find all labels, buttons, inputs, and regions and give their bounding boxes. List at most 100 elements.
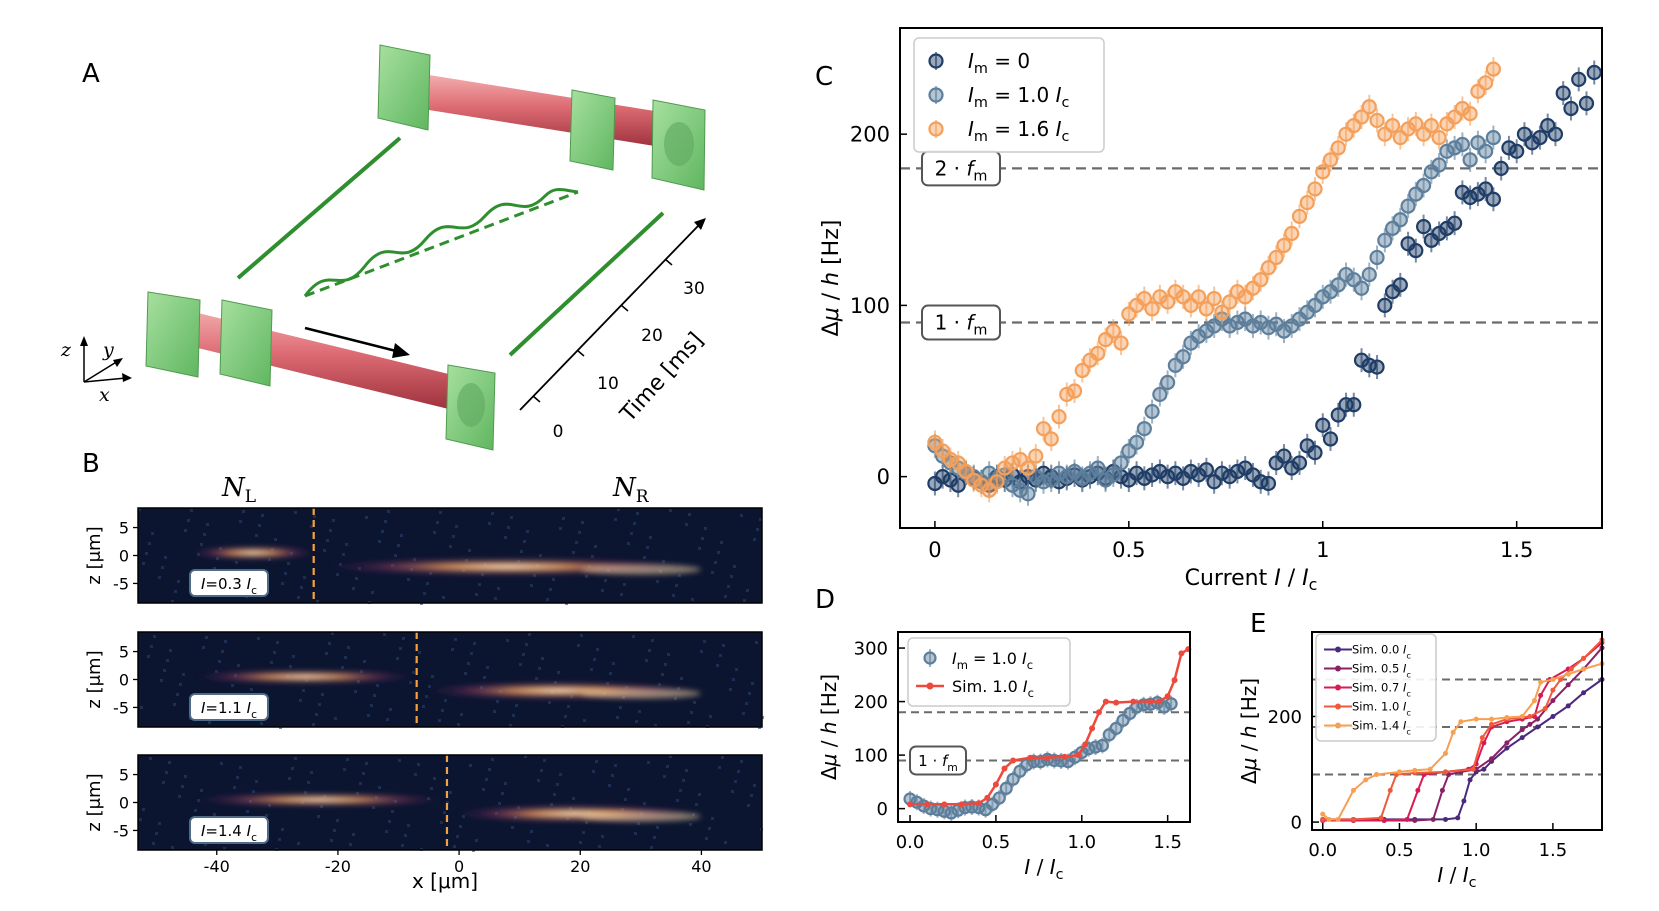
image-noise-2-142 <box>246 810 249 813</box>
time-axis-head <box>694 218 706 230</box>
plot-frame <box>1311 631 1603 831</box>
image-noise-1-110 <box>231 684 234 687</box>
image-noise-1-66 <box>331 632 334 635</box>
series-1-point-24 <box>1113 455 1129 471</box>
image-x-tick-label-4: 40 <box>691 857 711 876</box>
image-noise-2-18 <box>698 793 701 796</box>
image-noise-1-127 <box>632 635 635 638</box>
image-noise-2-57 <box>737 770 740 773</box>
series-2-point-72 <box>1485 61 1502 77</box>
series-0-point-83 <box>1571 71 1587 87</box>
image-noise-0-49 <box>523 540 526 543</box>
y-axis-label: Δμ / h [Hz] <box>817 674 841 780</box>
legend-marker-0 <box>1335 646 1341 653</box>
image-noise-2-12 <box>740 760 743 763</box>
y-tick-label-1: 100 <box>854 746 888 767</box>
image-noise-0-154 <box>724 595 727 598</box>
image-noise-1-41 <box>402 637 405 640</box>
image-noise-2-17 <box>601 835 604 838</box>
image-noise-1-145 <box>506 639 509 642</box>
image-noise-0-94 <box>520 550 523 553</box>
series-3-point-16 <box>1581 655 1587 661</box>
series-1-point-10 <box>1504 740 1510 746</box>
image-noise-1-137 <box>354 690 357 693</box>
image-y-label-1: z [μm] <box>84 650 105 708</box>
image-noise-2-50 <box>682 779 685 782</box>
image-noise-2-54 <box>446 801 449 804</box>
panel-label-a: A <box>82 59 100 89</box>
current-arrow-head <box>392 343 410 358</box>
image-noise-2-132 <box>524 755 527 758</box>
series-2-point-16 <box>1051 409 1067 425</box>
image-noise-2-31 <box>711 817 714 820</box>
series-0-point-37 <box>1157 700 1171 714</box>
image-y-label-2: z [μm] <box>84 773 105 831</box>
image-noise-2-114 <box>650 846 653 849</box>
current-label-1: I=1.1 Ic​ <box>201 699 257 721</box>
image-noise-0-111 <box>297 596 300 599</box>
image-noise-1-70 <box>719 654 722 657</box>
image-noise-0-63 <box>633 522 636 525</box>
image-noise-1-68 <box>525 643 528 646</box>
series-0-point-16 <box>1581 690 1587 696</box>
legend-label-4: Sim. 1.4 Ic​ <box>1352 719 1411 737</box>
image-noise-0-108 <box>630 532 633 535</box>
image-y-tick-label-0-0: 5 <box>119 519 129 538</box>
image-panel-2: 5 0 -5 z [μm] I=1.4 Ic​ <box>84 754 763 852</box>
image-noise-1-140 <box>645 659 648 662</box>
chart-d: 0.0 0.5 1.0 1.5 0 100 200 300 I / Ic​ Δμ / h [Hz]… <box>817 631 1192 883</box>
series-0-point-73 <box>1493 160 1509 177</box>
image-noise-1-23 <box>528 633 531 636</box>
image-noise-1-105 <box>370 704 373 707</box>
image-noise-2-129 <box>233 786 236 789</box>
series-0-point-57 <box>1369 359 1385 375</box>
image-noise-2-93 <box>485 778 488 781</box>
image-noise-2-9 <box>449 791 452 794</box>
image-noise-2-62 <box>598 845 601 848</box>
image-noise-0-102 <box>672 594 675 597</box>
series-1-point-10 <box>1004 477 1021 493</box>
image-noise-1-125 <box>438 719 441 722</box>
y-axis-label: Δμ / h [Hz] <box>1237 678 1261 784</box>
image-noise-0-50 <box>620 593 623 596</box>
image-noise-0-71 <box>161 566 164 569</box>
series-0-point-67 <box>1447 215 1463 231</box>
left-cloud-1 <box>186 669 423 684</box>
image-noise-2-46 <box>294 757 297 760</box>
series-1-point-21 <box>1090 460 1106 476</box>
series-1-point-60 <box>1392 212 1408 228</box>
series-3-point-15 <box>1568 666 1574 672</box>
image-noise-0-9 <box>387 510 390 513</box>
image-noise-2-96 <box>152 842 155 845</box>
series-1-point-42 <box>1253 314 1269 331</box>
image-noise-1-5 <box>654 724 657 727</box>
series-1-point-4 <box>975 800 982 807</box>
legend-label-1: Im​ = 1.0 Ic​ <box>968 83 1069 111</box>
series-2-point-27 <box>1136 290 1152 307</box>
image-noise-1-100 <box>509 724 512 727</box>
image-noise-1-27 <box>292 655 295 658</box>
image-noise-1-134 <box>687 721 690 724</box>
image-noise-1-133 <box>590 668 593 671</box>
series-1-point-9 <box>1027 754 1034 761</box>
image-noise-2-152 <box>592 770 595 773</box>
legend-box <box>907 637 1071 707</box>
upper-cylinder <box>410 72 680 150</box>
image-noise-2-39 <box>239 766 242 769</box>
image-noise-0-52 <box>190 509 193 512</box>
image-noise-2-102 <box>734 780 737 783</box>
image-noise-2-115 <box>747 804 750 807</box>
series-4-point-13 <box>1489 716 1495 722</box>
series-2-point-68 <box>1454 100 1470 117</box>
series-1-point-53 <box>1338 266 1354 283</box>
image-noise-0-56 <box>578 531 581 534</box>
series-2-point-14 <box>1035 421 1052 437</box>
image-noise-0-135 <box>753 538 756 541</box>
image-x-label: x [μm] <box>412 869 478 893</box>
x-tick-label-3: 1.5 <box>1153 832 1182 853</box>
series-1-point-16 <box>1102 698 1109 705</box>
image-noise-1-13 <box>182 673 185 676</box>
series-1-point-23 <box>1105 467 1121 483</box>
series-0-point-33 <box>1183 463 1199 480</box>
series-2-point-21 <box>1090 345 1106 361</box>
